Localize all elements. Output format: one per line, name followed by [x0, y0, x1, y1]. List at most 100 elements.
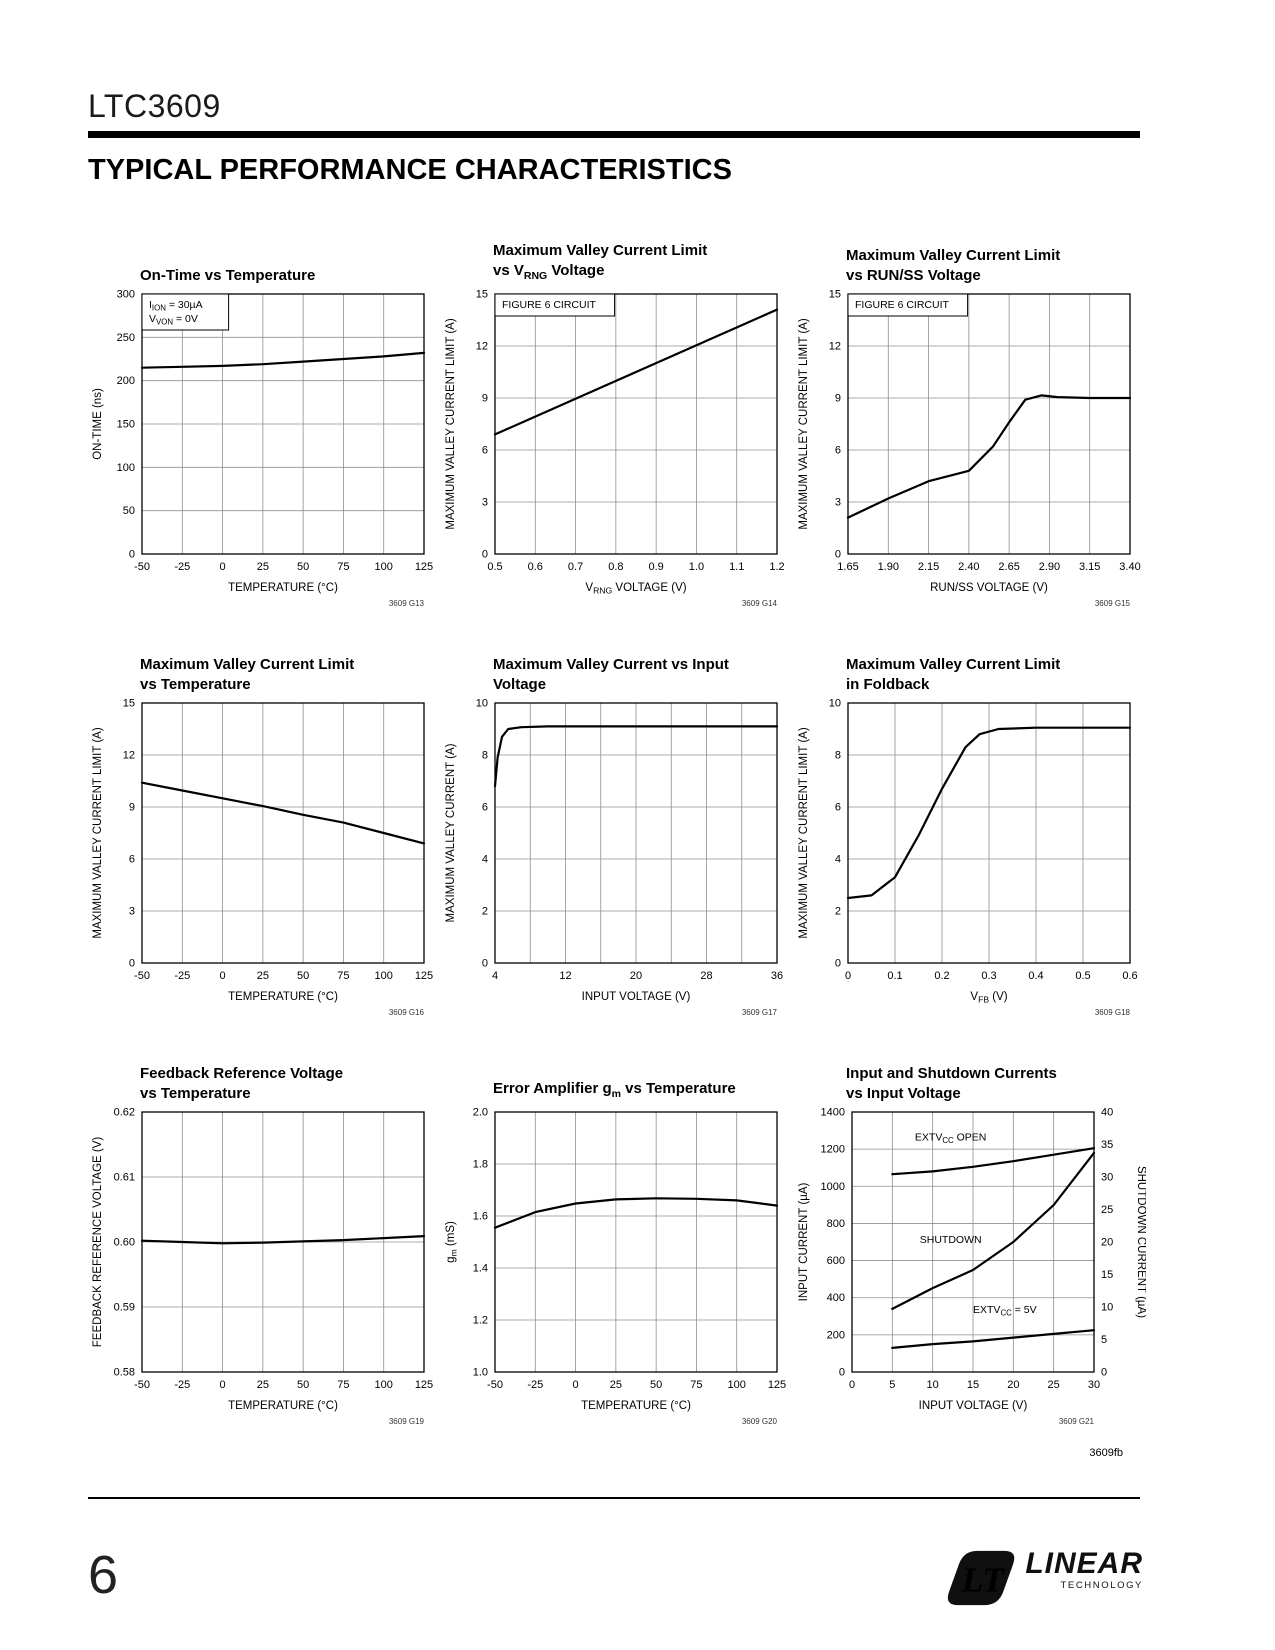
- svg-text:0.62: 0.62: [114, 1107, 135, 1119]
- svg-text:50: 50: [123, 505, 135, 517]
- svg-text:0: 0: [835, 958, 841, 970]
- valley-current-vs-input-voltage-chart: Maximum Valley Current vs Input Voltage 4 1…: [441, 647, 793, 1032]
- graph-tag: 3609 G21: [1059, 1417, 1095, 1426]
- svg-text:4: 4: [482, 854, 488, 866]
- svg-text:28: 28: [700, 970, 712, 982]
- svg-text:100: 100: [375, 970, 393, 982]
- svg-text:75: 75: [337, 1379, 349, 1391]
- svg-text:10: 10: [927, 1379, 939, 1391]
- svg-text:SHUTDOWN: SHUTDOWN: [920, 1234, 982, 1246]
- svg-text:3: 3: [129, 906, 135, 918]
- svg-text:1.0: 1.0: [473, 1367, 488, 1379]
- svg-text:-50: -50: [134, 1379, 150, 1391]
- plot-border: [141, 702, 425, 964]
- svg-text:4: 4: [835, 854, 841, 866]
- svg-text:-25: -25: [174, 561, 190, 573]
- svg-text:1400: 1400: [821, 1107, 845, 1119]
- grid-lines: [495, 294, 777, 554]
- plot-border: [141, 293, 425, 555]
- svg-text:20: 20: [1007, 1379, 1019, 1391]
- valley-current-limit-vs-temperature-chart: Maximum Valley Current Limit vs Temperatu…: [88, 647, 440, 1032]
- valley-current-limit-foldback-plot: 0 0.1 0.2 0.3 0.4 0.5 0.6 0 2 4 6 8 10 VFB (V) MAXIMUM…: [798, 698, 1138, 1018]
- svg-text:400: 400: [827, 1292, 845, 1304]
- svg-text:-50: -50: [134, 561, 150, 573]
- svg-text:25: 25: [257, 1379, 269, 1391]
- svg-text:0.58: 0.58: [114, 1367, 135, 1379]
- y-axis-title: MAXIMUM VALLEY CURRENT LIMIT (A): [445, 318, 457, 529]
- svg-text:4: 4: [492, 970, 498, 982]
- svg-text:75: 75: [690, 1379, 702, 1391]
- y-axis-title: INPUT CURRENT (µA): [798, 1183, 810, 1302]
- svg-text:1.4: 1.4: [473, 1263, 488, 1275]
- x-axis-title: TEMPERATURE (°C): [228, 1400, 338, 1412]
- x-axis-title: VRNG VOLTAGE (V): [585, 582, 686, 596]
- annotation: SHUTDOWN: [920, 1234, 982, 1246]
- y-axis-title: gm (mS): [445, 1221, 459, 1263]
- svg-text:0.9: 0.9: [648, 561, 663, 573]
- charts-grid: On-Time vs Temperature -50 -25 0 25 50 75 100 12…: [88, 238, 1147, 1441]
- chart-title-line: Maximum Valley Current Limit: [846, 656, 1061, 673]
- y-axis-title-right: SHUTDOWN CURRENT (µA): [1135, 1166, 1146, 1318]
- grid-lines: [495, 1112, 777, 1372]
- tick-labels: 0 5 10 15 20 25 300200400600800100012001400051…: [821, 1107, 1114, 1392]
- valley-current-vs-input-voltage-series-current: [493, 725, 779, 788]
- valley-current-limit-vs-vrng-series-limit: [493, 308, 779, 436]
- svg-text:0: 0: [839, 1367, 845, 1379]
- svg-text:0.7: 0.7: [568, 561, 583, 573]
- svg-text:FIGURE 6 CIRCUIT: FIGURE 6 CIRCUIT: [502, 299, 597, 311]
- svg-text:75: 75: [337, 561, 349, 573]
- svg-text:1.1: 1.1: [729, 561, 744, 573]
- error-amplifier-gm-vs-temperature-title: Error Amplifier gm vs Temperature: [441, 1056, 793, 1104]
- logo-wordmark: LINEAR: [1025, 1547, 1143, 1580]
- svg-text:12: 12: [476, 341, 488, 353]
- svg-text:9: 9: [482, 393, 488, 405]
- svg-text:8: 8: [835, 750, 841, 762]
- svg-text:IION = 30µA: IION = 30µA: [149, 299, 203, 313]
- header-rule: [88, 131, 1140, 138]
- svg-text:0: 0: [835, 549, 841, 561]
- svg-text:1.2: 1.2: [473, 1315, 488, 1327]
- svg-text:15: 15: [476, 289, 488, 301]
- valley-current-limit-vs-runss-chart: Maximum Valley Current Limit vs RUN/SS Vo…: [794, 238, 1146, 623]
- tick-labels: -50 -25 0 25 50 75 100 125 0.58 0.59 0.60 0.61 0.62: [114, 1107, 434, 1392]
- graph-tag: 3609 G13: [389, 599, 425, 608]
- chart-title-line: vs Temperature: [140, 1085, 251, 1102]
- tick-labels: 1.65 1.90 2.15 2.40 2.65 2.90 3.15 3.40 0 3 6 9 12 15: [829, 289, 1141, 574]
- grid-lines: [848, 703, 1130, 963]
- svg-text:6: 6: [129, 854, 135, 866]
- plot-border: [494, 293, 778, 555]
- svg-text:0.5: 0.5: [487, 561, 502, 573]
- svg-text:0: 0: [129, 958, 135, 970]
- feedback-reference-voltage-vs-temperature-plot: -50 -25 0 25 50 75 100 125 0.58 0.59 0.60 0.61 0.62 T…: [92, 1107, 434, 1427]
- valley-current-limit-vs-vrng-title: Maximum Valley Current Limit vs VRNG Volt…: [441, 238, 793, 286]
- svg-text:1.0: 1.0: [689, 561, 704, 573]
- svg-text:100: 100: [117, 462, 135, 474]
- lt-monogram-icon: LT: [948, 1550, 1015, 1606]
- plot-border: [851, 1111, 1095, 1373]
- y-axis-title: ON-TIME (ns): [92, 388, 104, 460]
- svg-text:LT: LT: [961, 1561, 1006, 1600]
- svg-text:1200: 1200: [821, 1144, 845, 1156]
- tick-labels: 0.5 0.6 0.7 0.8 0.9 1.0 1.1 1.2 0 3 6 9 12 15: [476, 289, 785, 574]
- grid-lines: [848, 294, 1130, 554]
- valley-current-limit-vs-temperature-series-limit: [140, 781, 426, 845]
- svg-text:100: 100: [375, 561, 393, 573]
- part-number: LTC3609: [88, 88, 221, 124]
- graph-tag: 3609 G16: [389, 1008, 425, 1017]
- on-time-vs-temperature-plot: -50 -25 0 25 50 75 100 125 0 50 100 150 200 250 300 TEM…: [92, 289, 433, 609]
- svg-text:EXTVCC = 5V: EXTVCC = 5V: [973, 1304, 1037, 1318]
- on-time-vs-temperature-chart: On-Time vs Temperature -50 -25 0 25 50 75 100 12…: [88, 238, 440, 623]
- svg-text:1000: 1000: [821, 1181, 845, 1193]
- graph-tag: 3609 G15: [1095, 599, 1131, 608]
- svg-text:0: 0: [845, 970, 851, 982]
- chart-title-line: vs RUN/SS Voltage: [846, 267, 981, 284]
- svg-text:125: 125: [415, 970, 433, 982]
- svg-text:0: 0: [129, 549, 135, 561]
- svg-text:10: 10: [476, 698, 488, 710]
- plot-border: [494, 702, 778, 964]
- svg-text:0.61: 0.61: [114, 1172, 135, 1184]
- error-amplifier-gm-vs-temperature-chart: Error Amplifier gm vs Temperature -50 -25 0…: [441, 1056, 793, 1441]
- svg-text:5: 5: [889, 1379, 895, 1391]
